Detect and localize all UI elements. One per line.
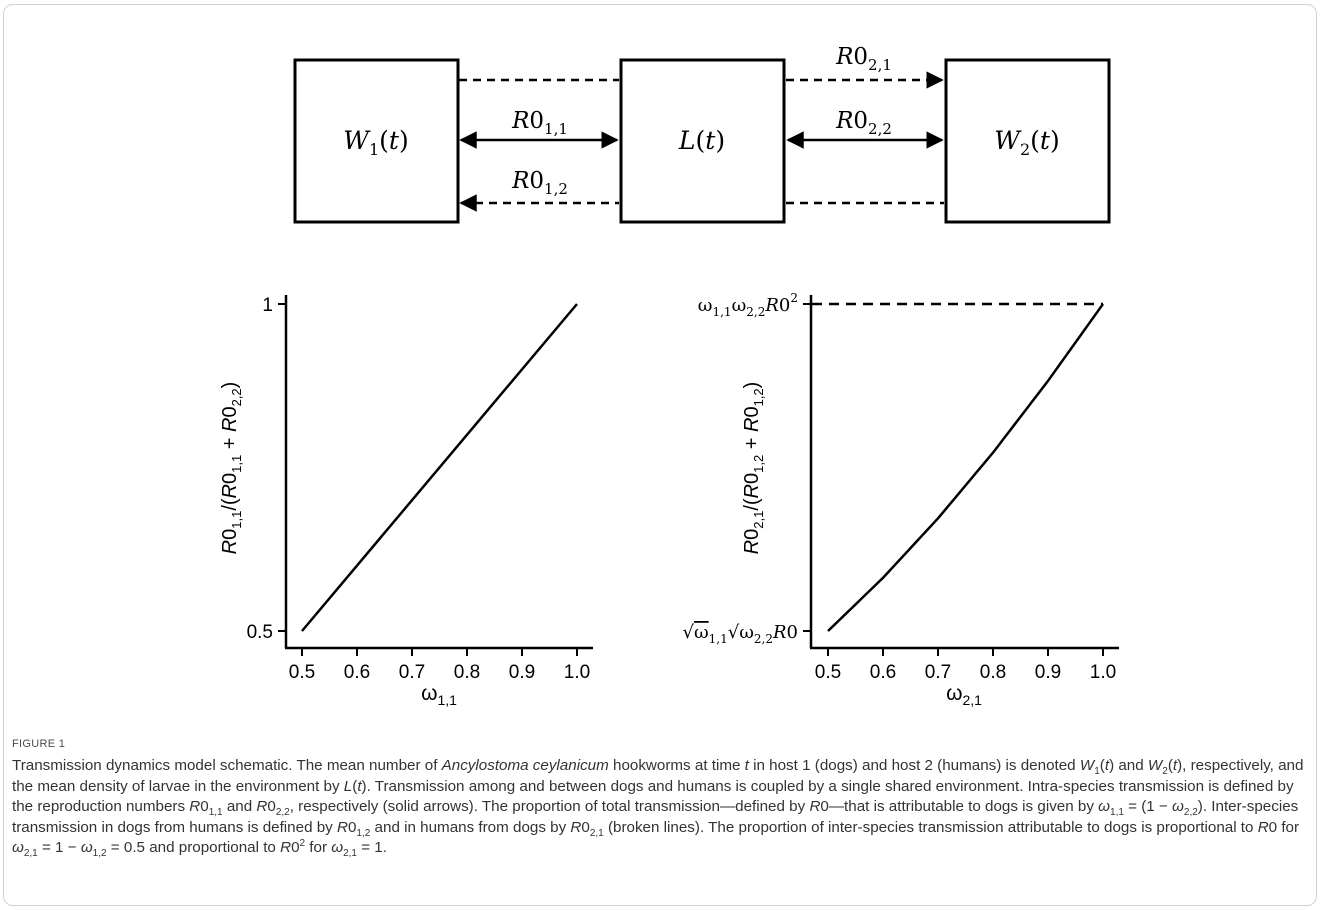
schematic: W1(t) L(t) W2(t) R01,1 R01,2 R02,1 R02,2 <box>293 44 1111 224</box>
chart-left: 0.5 0.6 0.7 0.8 0.9 1.0 0.5 1 R01,1/(R01,1 + R… <box>219 295 593 708</box>
label-r012: R01,2 <box>511 168 568 198</box>
chart-right: 0.5 0.6 0.7 0.8 0.9 1.0 ω1,1ω2,2R02 √ω1,1√ω2,… <box>682 291 1119 708</box>
x-axis-label: ω2,1 <box>946 682 982 708</box>
figure-graphic: W1(t) L(t) W2(t) R01,1 R01,2 R02,1 R02,2… <box>219 44 1119 708</box>
box-w1 <box>293 58 460 224</box>
x-tick-label: 1.0 <box>564 662 590 683</box>
box-l <box>619 58 786 224</box>
x-tick-label: 0.7 <box>399 662 425 683</box>
svg-text:√ω1,1√ω2,2R0: √ω1,1√ω2,2R0 <box>682 622 798 646</box>
x-tick-label: 0.6 <box>344 662 370 683</box>
x-tick-label: 0.9 <box>509 662 535 683</box>
x-axis-label: ω1,1 <box>421 682 457 708</box>
figure-frame <box>3 4 1317 906</box>
y-tick-label-top: ω1,1ω2,2R02 <box>698 291 798 319</box>
label-r021: R02,1 <box>835 44 892 74</box>
y-tick-label: 0.5 <box>247 622 273 643</box>
x-tick-label: 0.5 <box>289 662 315 683</box>
box-w2 <box>944 58 1111 224</box>
y-tick-label: 1 <box>262 295 273 316</box>
series-line <box>827 303 1105 632</box>
y-tick-label-bottom: √ω1,1√ω2,2R0 <box>682 622 798 646</box>
label-r011: R01,1 <box>511 108 568 138</box>
x-tick-label: 0.7 <box>925 662 951 683</box>
x-tick-label: 0.5 <box>815 662 841 683</box>
box-l-label: L(t) <box>678 126 725 155</box>
figure-caption: Transmission dynamics model schematic. T… <box>12 757 1304 860</box>
series-line <box>301 303 578 632</box>
x-tick-label: 1.0 <box>1090 662 1116 683</box>
y-axis-label: R02,1/(R01,2 + R01,2) <box>741 382 766 555</box>
x-tick-label: 0.8 <box>980 662 1006 683</box>
x-tick-label: 0.9 <box>1035 662 1061 683</box>
y-axis-label: R01,1/(R01,1 + R02,2) <box>219 382 244 555</box>
label-r022: R02,2 <box>835 108 892 138</box>
figure-label: FIGURE 1 <box>12 738 66 750</box>
box-w1-label: W1(t) <box>343 126 408 159</box>
x-tick-label: 0.6 <box>870 662 896 683</box>
box-w2-label: W2(t) <box>994 126 1059 159</box>
x-tick-label: 0.8 <box>454 662 480 683</box>
